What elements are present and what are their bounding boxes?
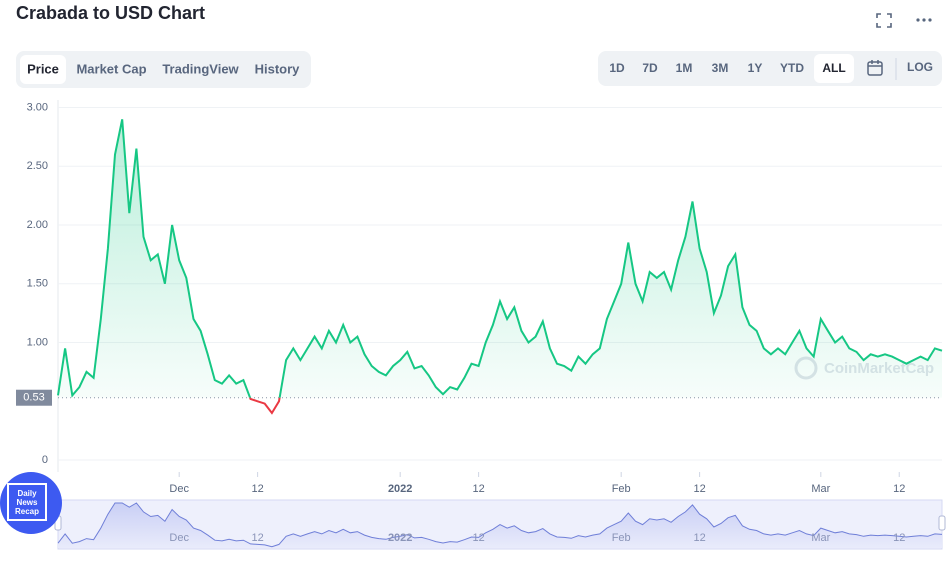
navigator-tick-label: 2022 bbox=[388, 532, 412, 544]
page-title: Crabada to USD Chart bbox=[16, 3, 205, 23]
x-tick-label: Dec bbox=[169, 483, 189, 495]
navigator-tick-label: Feb bbox=[612, 532, 631, 544]
tab[interactable]: History bbox=[255, 61, 301, 76]
range-button[interactable]: YTD bbox=[780, 61, 804, 75]
y-tick-label: 2.00 bbox=[27, 219, 48, 231]
x-tick-label: 12 bbox=[693, 483, 705, 495]
y-tick-label: 3.00 bbox=[27, 101, 48, 113]
navigator-tick-label: 12 bbox=[251, 532, 263, 544]
tab[interactable]: TradingView bbox=[162, 61, 239, 76]
x-tick-label: 2022 bbox=[388, 483, 412, 495]
badge-frame bbox=[7, 483, 47, 521]
more-icon[interactable] bbox=[916, 18, 932, 22]
y-tick-label: 1.00 bbox=[27, 336, 48, 348]
navigator-tick-label: Dec bbox=[169, 532, 189, 544]
tab[interactable]: Market Cap bbox=[76, 61, 146, 76]
reference-label-bg bbox=[16, 389, 52, 406]
range-button[interactable]: 1D bbox=[609, 61, 625, 75]
fullscreen-icon[interactable] bbox=[876, 13, 892, 28]
y-tick-label: 0 bbox=[42, 454, 48, 466]
navigator-area bbox=[58, 503, 942, 548]
x-tick-label: Feb bbox=[612, 483, 631, 495]
calendar-icon[interactable] bbox=[867, 60, 883, 76]
tab[interactable]: Price bbox=[27, 61, 59, 76]
navigator-tick-label: 12 bbox=[893, 532, 905, 544]
reference-label: 0.53 bbox=[23, 392, 44, 404]
badge-text: News bbox=[17, 498, 38, 507]
tab-active-bg bbox=[20, 55, 66, 84]
area-fill bbox=[58, 119, 942, 398]
plot: 01.001.502.002.503.00CoinMarketCap0.53De… bbox=[16, 100, 946, 550]
range-button[interactable]: 7D bbox=[642, 61, 658, 75]
x-tick-label: 12 bbox=[251, 483, 263, 495]
range-button[interactable]: ALL bbox=[822, 61, 845, 75]
price-line bbox=[57, 119, 943, 398]
navigator-tick-label: Mar bbox=[811, 532, 830, 544]
range-button[interactable]: 1M bbox=[676, 61, 693, 75]
range-button[interactable]: 3M bbox=[712, 61, 729, 75]
range-active-bg bbox=[814, 54, 854, 83]
tab-bar bbox=[16, 51, 311, 88]
x-tick-label: 12 bbox=[893, 483, 905, 495]
badge-text: Recap bbox=[15, 507, 39, 516]
range-bar bbox=[598, 51, 942, 86]
navigator-tick-label: 12 bbox=[693, 532, 705, 544]
navigator-tick-label: 12 bbox=[472, 532, 484, 544]
navigator-handle[interactable] bbox=[938, 515, 946, 531]
range-button[interactable]: 1Y bbox=[748, 61, 763, 75]
badge-text: Daily bbox=[17, 489, 37, 498]
y-tick-label: 2.50 bbox=[27, 160, 48, 172]
y-tick-label: 1.50 bbox=[27, 278, 48, 290]
x-tick-label: Mar bbox=[811, 483, 830, 495]
x-tick-label: 12 bbox=[472, 483, 484, 495]
navigator-line bbox=[57, 502, 943, 548]
log-button[interactable]: LOG bbox=[907, 60, 933, 74]
